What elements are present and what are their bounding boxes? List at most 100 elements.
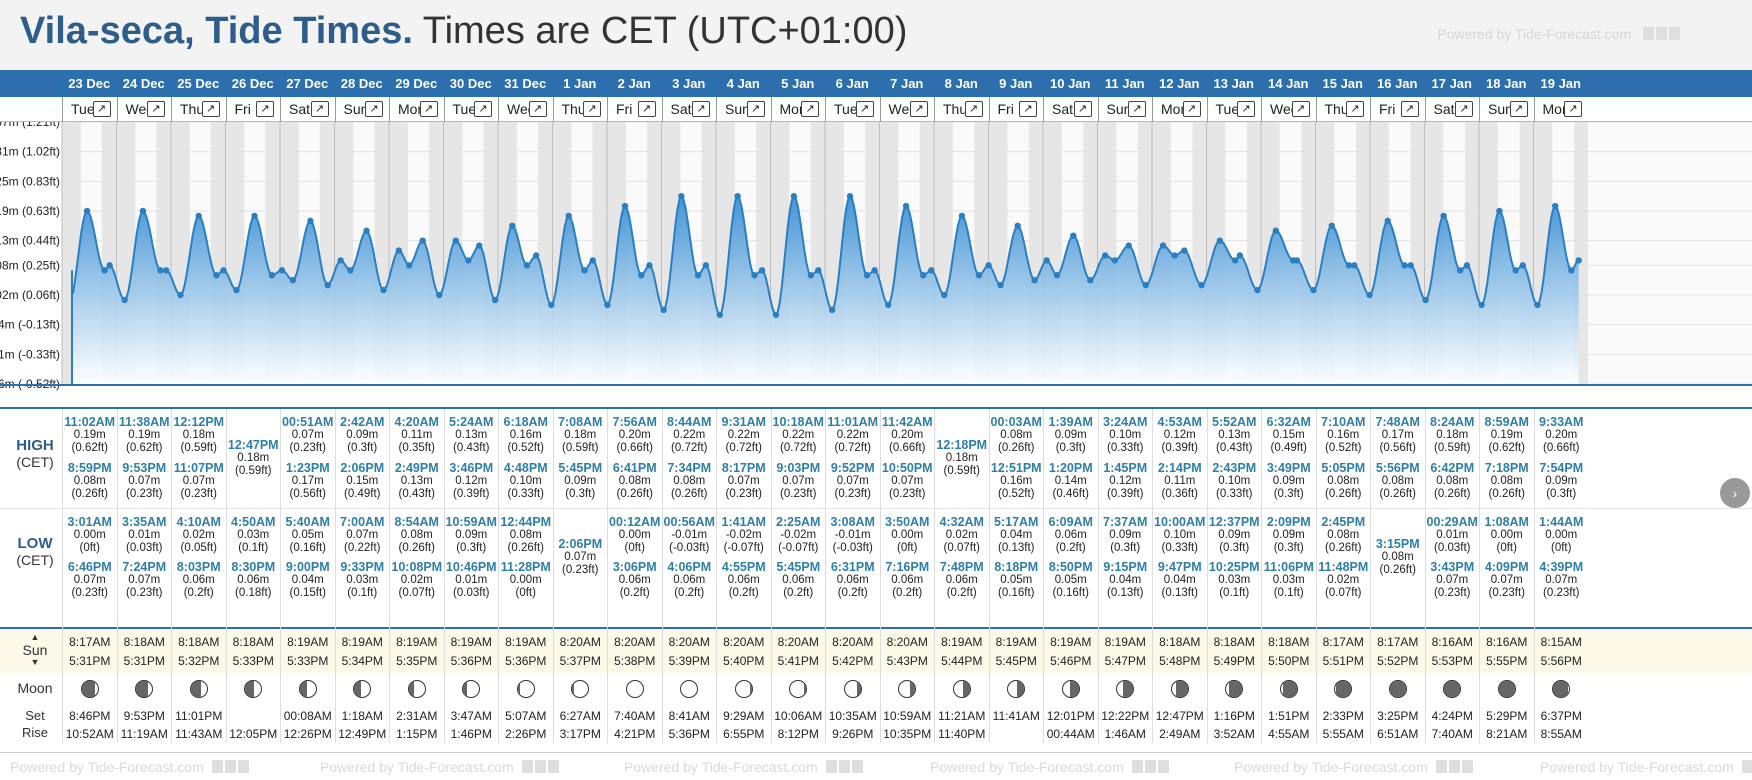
sunset-time: 5:34PM [341, 654, 383, 668]
expand-day-icon[interactable]: ↗ [1564, 101, 1582, 117]
expand-day-icon[interactable]: ↗ [1455, 101, 1473, 117]
day-cell: Wed ↗ [116, 97, 172, 122]
tide-point [638, 272, 645, 279]
moon-phase-icon [244, 680, 263, 698]
expand-day-icon[interactable]: ↗ [1291, 101, 1310, 117]
expand-day-icon[interactable]: ↗ [528, 101, 547, 117]
low-tide-entry: 8:30PM 0.06m (0.18ft) [227, 560, 281, 600]
sunset-time: 5:39PM [668, 654, 710, 668]
sunrise-time: 8:20AM [777, 635, 819, 649]
high-tide-entry: 12:18PM 0.18m (0.59ft) [935, 438, 989, 478]
moonset-time: 8:46PM [69, 709, 111, 723]
tide-point [476, 242, 483, 249]
tide-point [815, 267, 822, 274]
low-tide-height-ft: (0.1ft) [1273, 587, 1304, 599]
date-header: 7 Jan [890, 76, 924, 91]
high-tide-height-m: 0.09m [564, 475, 597, 487]
sunrise-time: 8:17AM [1322, 635, 1364, 649]
high-tide-height-ft: (0.43ft) [1216, 442, 1253, 454]
low-tide-entry: 4:39PM 0.07m (0.23ft) [1535, 560, 1589, 600]
high-tide-time: 4:48PM [503, 461, 548, 475]
low-tide-entry: 10:59AM 0.09m (0.3ft) [445, 515, 499, 555]
powered-by-watermark: Powered by Tide-Forecast.com [1437, 26, 1680, 43]
expand-day-icon[interactable]: ↗ [365, 101, 383, 117]
expand-day-icon[interactable]: ↗ [474, 101, 492, 117]
day-name: Sat [1052, 101, 1074, 117]
tide-point [1575, 257, 1582, 264]
expand-day-icon[interactable]: ↗ [692, 101, 710, 117]
low-tide-height-m: 0.07m [1490, 574, 1523, 586]
high-tide-time: 9:33AM [1539, 415, 1584, 429]
low-tide-entry: 10:25PM 0.03m (0.1ft) [1208, 560, 1262, 600]
moonrise-time: 5:36PM [668, 727, 710, 741]
expand-day-icon[interactable]: ↗ [147, 101, 165, 117]
expand-day-icon[interactable]: ↗ [1073, 101, 1092, 117]
expand-day-icon[interactable]: ↗ [256, 101, 274, 117]
low-tide-entry: 5:45PM 0.06m (0.2ft) [772, 560, 826, 600]
tide-line [71, 194, 1580, 317]
expand-day-icon[interactable]: ↗ [801, 101, 819, 117]
expand-day-icon[interactable]: ↗ [1019, 101, 1037, 117]
low-tide-height-ft: (0.18ft) [235, 587, 272, 599]
high-tide-height-ft: (0.3ft) [1546, 488, 1577, 500]
low-tide-time: 9:47PM [1157, 560, 1202, 574]
high-tide-entry: 8:17PM 0.07m (0.23ft) [717, 461, 771, 501]
high-tide-entry: 4:48PM 0.10m (0.33ft) [499, 461, 553, 501]
expand-day-icon[interactable]: ↗ [310, 101, 329, 117]
high-tide-time: 4:53AM [1157, 415, 1202, 429]
sunset-time: 5:33PM [232, 654, 274, 668]
expand-day-icon[interactable]: ↗ [92, 101, 111, 117]
expand-day-icon[interactable]: ↗ [1509, 101, 1528, 117]
low-tide-entry: 4:10AM 0.02m (0.05ft) [172, 515, 226, 555]
expand-day-icon[interactable]: ↗ [855, 101, 874, 117]
low-tide-time: 9:15PM [1103, 560, 1148, 574]
high-tide-height-m: 0.15m [1272, 429, 1305, 441]
expand-day-icon[interactable]: ↗ [419, 101, 438, 117]
day-column: 8:24AM 0.18m (0.59ft) 6:42PM 0.08m (0.26ft) 00… [1424, 409, 1480, 743]
low-tide-entry: 6:09AM 0.06m (0.2ft) [1044, 515, 1098, 555]
high-tide-height-m: 0.16m [509, 429, 542, 441]
high-tide-entry: 11:02AM 0.19m (0.62ft) [63, 415, 117, 455]
expand-day-icon[interactable]: ↗ [1182, 101, 1201, 117]
tide-point [1328, 222, 1335, 230]
expand-day-icon[interactable]: ↗ [1128, 101, 1146, 117]
low-tide-entry: 11:48PM 0.02m (0.07ft) [1317, 560, 1371, 600]
low-tide-height-m: 0.00m [891, 529, 924, 541]
moon-cell [608, 673, 662, 703]
low-tide-height-m: 0.06m [945, 574, 978, 586]
high-tide-entry: 12:12PM 0.18m (0.59ft) [172, 415, 226, 455]
high-tide-time: 2:43PM [1212, 461, 1257, 475]
low-tide-height-ft: (0.2ft) [674, 587, 705, 599]
tide-point [1293, 257, 1301, 264]
day-name: Wed [507, 101, 536, 117]
expand-day-icon[interactable]: ↗ [1346, 101, 1364, 117]
high-tide-time: 3:46PM [449, 461, 494, 475]
moon-shadow [1336, 681, 1352, 697]
low-tide-entry: 5:40AM 0.05m (0.16ft) [281, 515, 335, 555]
moon-cell [445, 673, 499, 703]
low-tide-entry: 1:44AM 0.00m (0ft) [1535, 515, 1589, 555]
moon-phase-icon [1279, 680, 1298, 698]
low-tide-entry: 7:16PM 0.06m (0.2ft) [881, 560, 935, 600]
day-cell: Mon ↗ [770, 97, 826, 122]
high-tide-height-m: 0.09m [1545, 475, 1578, 487]
expand-day-icon[interactable]: ↗ [910, 101, 928, 117]
high-tide-height-m: 0.08m [673, 475, 706, 487]
high-tide-height-ft: (0.59ft) [943, 465, 980, 477]
expand-day-icon[interactable]: ↗ [583, 101, 601, 117]
low-tide-height-m: 0.03m [1272, 574, 1305, 586]
low-tide-height-ft: (0.2ft) [892, 587, 923, 599]
expand-day-icon[interactable]: ↗ [746, 101, 765, 117]
expand-day-icon[interactable]: ↗ [637, 101, 656, 117]
expand-day-icon[interactable]: ↗ [201, 101, 220, 117]
low-tide-height-ft: (0.2ft) [619, 587, 650, 599]
scroll-right-handle[interactable]: › [1720, 478, 1750, 508]
moon-cell [881, 673, 935, 703]
expand-day-icon[interactable]: ↗ [1237, 101, 1255, 117]
expand-day-icon[interactable]: ↗ [1400, 101, 1419, 117]
high-tide-time: 11:38AM [118, 415, 170, 429]
sunset-time: 5:36PM [505, 654, 547, 668]
expand-day-icon[interactable]: ↗ [964, 101, 983, 117]
high-tide-entry: 2:49PM 0.13m (0.43ft) [390, 461, 444, 501]
high-tide-height-m: 0.07m [836, 475, 869, 487]
